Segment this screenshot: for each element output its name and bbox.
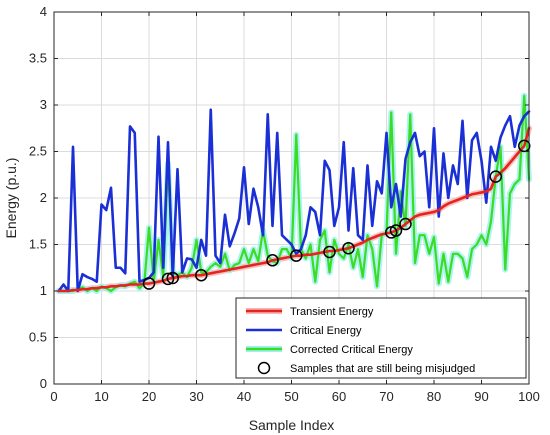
x-tick-label: 40 xyxy=(237,389,251,404)
legend-box xyxy=(235,297,527,379)
misjudged-sample-marker xyxy=(142,277,156,290)
y-tick-label: 0.5 xyxy=(29,330,47,345)
x-tick-label: 10 xyxy=(94,389,108,404)
y-axis-label: Energy (p.u.) xyxy=(3,158,19,239)
legend-label-samples-that-are-still-being-misjudged: Samples that are still being misjudged xyxy=(290,363,475,375)
x-tick-label: 70 xyxy=(379,389,393,404)
misjudged-sample-marker xyxy=(389,224,403,237)
misjudged-markers xyxy=(142,139,531,290)
series-line-transient-energy xyxy=(57,126,531,293)
ticks: 0 10 20 30 40 50 60 70 80 90 100 0 0.5 1 1.5 2 2.5 3 3.5 4 xyxy=(29,4,540,404)
y-tick-label: 2.5 xyxy=(29,144,47,159)
misjudged-sample-marker xyxy=(323,245,336,259)
x-tick-label: 60 xyxy=(332,389,346,404)
misjudged-sample-marker xyxy=(195,268,208,282)
y-tick-label: 1.5 xyxy=(29,237,47,252)
y-tick-label: 2 xyxy=(40,190,47,205)
x-axis-label: Sample Index xyxy=(249,417,335,433)
misjudged-sample-marker xyxy=(166,271,179,285)
x-tick-label: 30 xyxy=(189,389,203,404)
misjudged-sample-marker xyxy=(161,272,175,286)
x-tick-label: 90 xyxy=(474,389,488,404)
misjudged-sample-marker xyxy=(399,217,412,231)
misjudged-sample-marker xyxy=(518,139,531,153)
misjudged-sample-marker xyxy=(342,241,355,255)
misjudged-sample-marker xyxy=(489,170,502,183)
series-line-critical-energy xyxy=(57,108,531,293)
y-tick-label: 0 xyxy=(40,376,47,391)
misjudged-sample-marker xyxy=(266,254,279,267)
y-tick-label: 3.5 xyxy=(29,51,47,66)
x-tick-label: 80 xyxy=(427,389,441,404)
legend-label-corrected-critical-energy: Corrected Critical Energy xyxy=(290,344,413,356)
legend: Transient Energy Critical Energy Corrected… xyxy=(235,297,527,379)
y-tick-label: 1 xyxy=(40,283,47,298)
legend-label-transient-energy: Transient Energy xyxy=(290,306,374,318)
y-tick-label: 4 xyxy=(40,4,47,19)
legend-marker-misjudged xyxy=(257,361,271,375)
legend-items: Transient Energy Critical Energy Corrected… xyxy=(246,306,475,375)
misjudged-sample-marker xyxy=(290,249,303,262)
x-tick-label: 0 xyxy=(50,389,57,404)
x-tick-label: 100 xyxy=(518,389,540,404)
x-tick-label: 50 xyxy=(284,389,298,404)
y-tick-label: 3 xyxy=(40,97,47,112)
x-tick-label: 20 xyxy=(142,389,156,404)
legend-label-critical-energy: Critical Energy xyxy=(290,325,362,337)
series-layer xyxy=(55,92,532,294)
